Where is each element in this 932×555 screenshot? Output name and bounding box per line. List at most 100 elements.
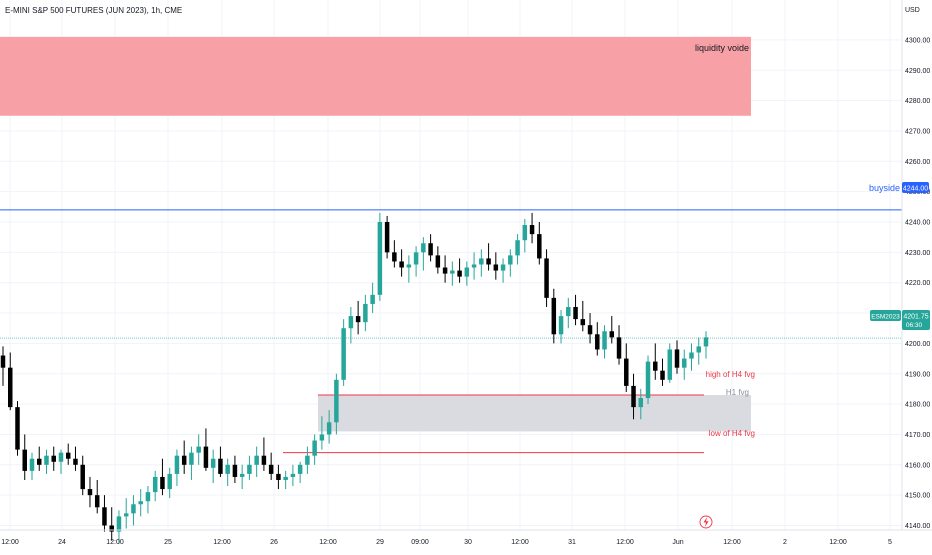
candle-up[interactable] [312, 440, 317, 456]
candle-down[interactable] [457, 270, 462, 277]
candle-up[interactable] [471, 264, 477, 268]
candle-down[interactable] [595, 334, 600, 350]
candle-up[interactable] [566, 306, 571, 317]
candle-down[interactable] [537, 234, 542, 259]
candle-down[interactable] [355, 316, 361, 323]
candle-down[interactable] [529, 225, 535, 235]
h1-fvg-zone[interactable] [318, 394, 751, 432]
candle-down[interactable] [399, 261, 404, 268]
candles[interactable] [0, 212, 709, 544]
candle-down[interactable] [609, 331, 615, 338]
candle-down[interactable] [51, 455, 56, 462]
candle-up[interactable] [406, 264, 412, 268]
candle-up[interactable] [189, 452, 194, 465]
candle-up[interactable] [377, 222, 383, 295]
candle-up[interactable] [689, 352, 694, 359]
candle-up[interactable] [638, 398, 644, 408]
candle-up[interactable] [421, 243, 426, 253]
candle-up[interactable] [500, 264, 506, 271]
candle-up[interactable] [696, 346, 701, 353]
candle-down[interactable] [624, 358, 629, 386]
candle-up[interactable] [210, 458, 216, 468]
candle-down[interactable] [73, 458, 78, 465]
candle-up[interactable] [29, 458, 35, 471]
candle-down[interactable] [616, 337, 622, 359]
candle-down[interactable] [36, 458, 42, 465]
candle-up[interactable] [363, 303, 368, 323]
candle-up[interactable] [239, 473, 245, 477]
candle-down[interactable] [587, 325, 593, 335]
candle-down[interactable] [486, 258, 491, 265]
candle-up[interactable] [558, 316, 564, 335]
liquidity-zone[interactable] [0, 36, 751, 116]
candle-up[interactable] [334, 379, 339, 423]
candle-down[interactable] [551, 297, 557, 335]
candle-up[interactable] [174, 455, 180, 474]
candle-down[interactable] [87, 489, 93, 496]
candle-down[interactable] [573, 306, 578, 320]
candle-up[interactable] [116, 516, 122, 532]
candle-down[interactable] [276, 473, 281, 480]
candle-down[interactable] [8, 367, 13, 408]
candle-down[interactable] [631, 385, 636, 408]
candle-down[interactable] [384, 222, 390, 253]
candle-down[interactable] [674, 349, 680, 368]
candle-up[interactable] [131, 504, 136, 514]
candle-up[interactable] [44, 455, 49, 465]
candle-down[interactable] [0, 355, 6, 368]
candle-down[interactable] [15, 407, 20, 450]
candle-up[interactable] [450, 270, 455, 274]
candle-up[interactable] [283, 476, 288, 480]
candle-down[interactable] [660, 370, 665, 380]
candle-up[interactable] [703, 337, 709, 347]
candle-down[interactable] [261, 455, 267, 465]
candle-up[interactable] [464, 267, 470, 277]
candle-up[interactable] [247, 464, 252, 474]
candle-down[interactable] [435, 255, 441, 268]
candle-up[interactable] [645, 361, 651, 399]
candle-up[interactable] [152, 476, 158, 493]
candle-up[interactable] [297, 464, 303, 474]
candle-up[interactable] [225, 464, 230, 474]
candle-down[interactable] [80, 464, 85, 490]
candle-up[interactable] [341, 328, 346, 380]
candle-up[interactable] [145, 492, 151, 502]
candle-up[interactable] [667, 349, 673, 380]
candle-up[interactable] [370, 294, 375, 304]
price-axis[interactable]: 4140.00 4150.00 4160.00 4170.00 4180.00 4190.… [905, 37, 930, 530]
candle-down[interactable] [392, 252, 397, 262]
candle-up[interactable] [522, 225, 528, 241]
candle-up[interactable] [348, 316, 354, 329]
candle-down[interactable] [580, 319, 586, 326]
candle-up[interactable] [305, 455, 310, 465]
candle-down[interactable] [203, 446, 209, 468]
candle-up[interactable] [682, 358, 687, 368]
candle-up[interactable] [515, 240, 520, 256]
candle-down[interactable] [268, 464, 274, 474]
candle-down[interactable] [653, 361, 658, 371]
candle-down[interactable] [218, 458, 223, 474]
candle-down[interactable] [22, 449, 27, 471]
candle-down[interactable] [160, 476, 165, 490]
candle-down[interactable] [109, 525, 114, 532]
candle-down[interactable] [65, 452, 71, 459]
time-axis[interactable]: 12:00 24 12:00 25 12:00 26 12:00 29 09:00 30 12:00… [1, 539, 892, 546]
candle-down[interactable] [181, 455, 187, 465]
candle-up[interactable] [254, 455, 259, 465]
candle-up[interactable] [508, 255, 513, 265]
candle-up[interactable] [196, 446, 201, 453]
lightning-icon[interactable] [699, 515, 713, 529]
candle-up[interactable] [413, 252, 419, 265]
candle-up[interactable] [326, 422, 332, 435]
candle-down[interactable] [442, 267, 448, 274]
candle-down[interactable] [102, 507, 107, 526]
candle-up[interactable] [319, 434, 325, 441]
candle-up[interactable] [479, 258, 484, 265]
candle-up[interactable] [602, 331, 607, 350]
candle-down[interactable] [544, 258, 549, 298]
candle-down[interactable] [232, 464, 238, 477]
candle-up[interactable] [123, 513, 129, 517]
candle-down[interactable] [428, 243, 433, 256]
